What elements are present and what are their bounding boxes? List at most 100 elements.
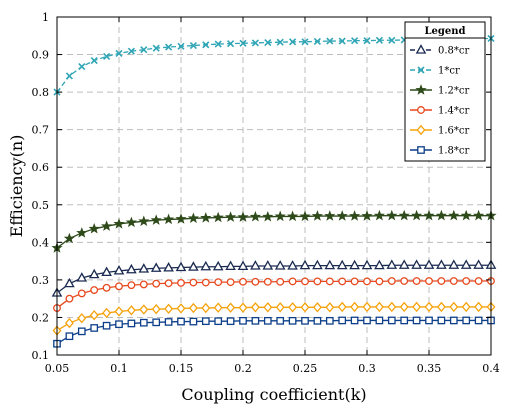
data-point xyxy=(89,309,99,321)
series-1.4*cr xyxy=(53,277,495,313)
data-point xyxy=(375,277,384,286)
data-point xyxy=(226,317,235,326)
data-point xyxy=(152,279,161,288)
data-point xyxy=(312,259,323,270)
x-tick-label: 0.4 xyxy=(482,362,500,375)
series-1.8*cr xyxy=(53,316,495,348)
data-point xyxy=(448,209,460,221)
data-point xyxy=(313,316,322,325)
data-point xyxy=(338,277,347,286)
legend-label: 1*cr xyxy=(438,66,460,77)
data-point xyxy=(287,210,299,222)
y-tick-label: 0.4 xyxy=(32,236,50,249)
data-point xyxy=(462,277,471,285)
data-point xyxy=(449,316,458,325)
data-point xyxy=(349,259,360,270)
data-point xyxy=(474,277,483,285)
data-point xyxy=(424,301,434,313)
x-tick-label: 0.3 xyxy=(358,362,376,375)
ticks: 0.05 0.1 0.15 0.2 0.25 0.3 0.35 0.40.10.20.30.4… xyxy=(32,11,500,375)
data-point xyxy=(423,259,435,269)
y-tick-label: 0.5 xyxy=(32,199,50,212)
data-point xyxy=(386,209,398,221)
data-point xyxy=(276,277,285,286)
data-point xyxy=(127,281,136,290)
data-point xyxy=(213,302,223,313)
data-point xyxy=(225,260,236,271)
data-point xyxy=(226,302,236,313)
data-point xyxy=(400,316,409,325)
data-point xyxy=(412,277,421,285)
data-point xyxy=(374,259,385,270)
data-point xyxy=(113,218,125,229)
data-point xyxy=(151,303,161,315)
data-point xyxy=(449,301,459,313)
y-tick-label: 1 xyxy=(42,11,49,24)
data-point xyxy=(200,212,212,223)
data-point xyxy=(301,316,309,325)
data-point xyxy=(460,209,472,221)
legend-label: 1.6*cr xyxy=(438,126,470,137)
data-point xyxy=(263,302,273,313)
data-point xyxy=(276,316,285,325)
data-point xyxy=(275,302,285,313)
legend-swatch-marker xyxy=(417,66,425,74)
series-1.2*cr xyxy=(51,209,497,253)
data-point xyxy=(313,37,321,45)
series-layer xyxy=(51,34,497,348)
data-point xyxy=(114,306,124,317)
legend-item: 1*cr xyxy=(410,66,460,77)
data-point xyxy=(214,40,222,48)
y-tick-label: 0.6 xyxy=(32,161,50,174)
x-tick-label: 0.05 xyxy=(45,362,70,375)
data-point xyxy=(400,277,409,285)
data-point xyxy=(226,278,235,287)
data-point xyxy=(474,301,484,313)
data-point xyxy=(338,316,347,325)
data-point xyxy=(412,316,421,325)
data-point xyxy=(325,277,334,286)
data-point xyxy=(386,259,398,269)
y-tick-label: 0.9 xyxy=(32,49,50,62)
x-tick-label: 0.15 xyxy=(169,362,194,375)
data-point xyxy=(237,260,249,271)
data-point xyxy=(138,263,150,273)
data-point xyxy=(239,316,247,325)
y-tick-label: 0.2 xyxy=(32,311,50,324)
data-point xyxy=(239,39,247,47)
data-point xyxy=(461,301,471,313)
legend-swatch-marker xyxy=(415,84,427,95)
data-point xyxy=(351,37,359,45)
data-point xyxy=(127,47,135,55)
series-line xyxy=(56,215,491,249)
data-point xyxy=(349,210,361,221)
data-point xyxy=(65,72,73,80)
data-point xyxy=(337,301,347,313)
series-0.8*cr xyxy=(51,259,497,297)
legend-label: 1.8*cr xyxy=(438,146,470,157)
data-point xyxy=(437,316,446,325)
legend-swatch-marker xyxy=(417,146,425,154)
y-tick-label: 0.3 xyxy=(32,274,50,287)
data-point xyxy=(250,260,261,270)
data-point xyxy=(177,278,185,287)
y-tick-label: 0.7 xyxy=(32,124,50,137)
data-point xyxy=(301,277,309,286)
data-point xyxy=(76,227,88,238)
data-point xyxy=(336,210,348,221)
data-point xyxy=(288,316,297,325)
data-point xyxy=(287,260,298,270)
data-point xyxy=(64,317,74,329)
data-point xyxy=(77,327,86,336)
x-tick-label: 0.35 xyxy=(417,362,442,375)
data-point xyxy=(288,302,298,313)
data-point xyxy=(350,277,359,286)
data-point xyxy=(103,52,111,60)
plot-frame xyxy=(56,16,492,356)
data-point xyxy=(152,44,160,52)
data-point xyxy=(239,277,247,286)
data-point xyxy=(225,211,237,222)
data-point xyxy=(288,277,297,286)
data-point xyxy=(374,301,384,313)
data-point xyxy=(263,277,272,286)
